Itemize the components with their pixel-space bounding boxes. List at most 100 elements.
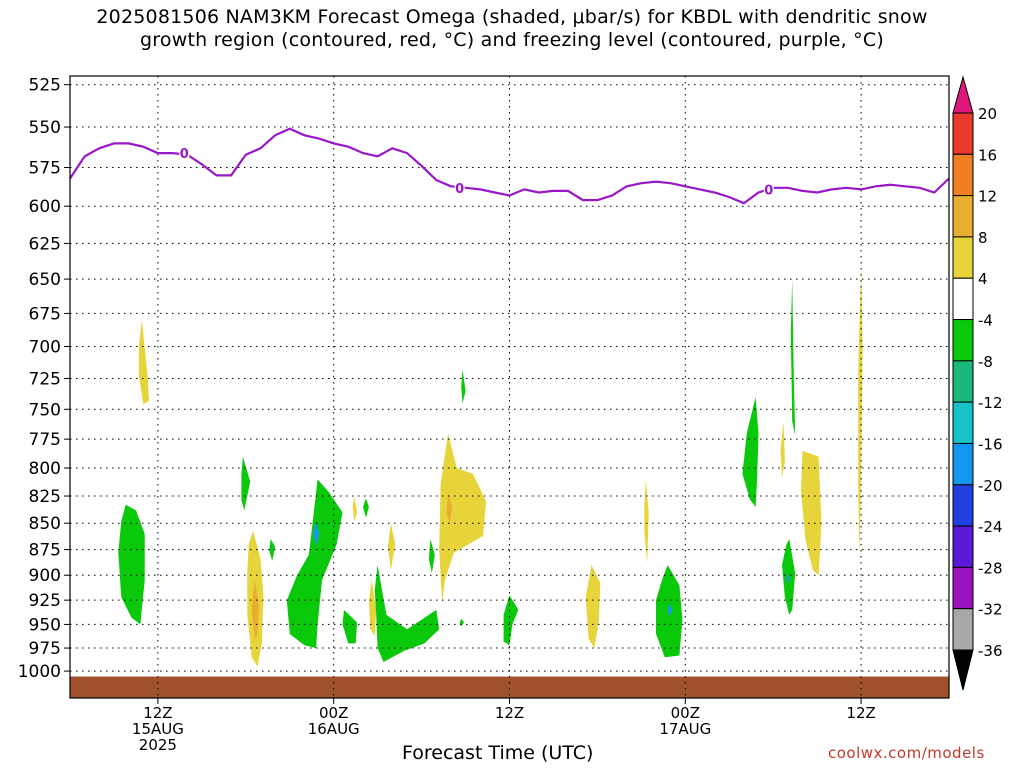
y-tick-label: 750 — [29, 400, 61, 420]
plot-area — [70, 76, 949, 698]
freezing-level-layer: 0 0 0 — [69, 127, 950, 205]
colorbar-label: -24 — [978, 518, 1003, 536]
colorbar-box — [952, 566, 974, 610]
omega-region — [138, 320, 150, 405]
colorbar-bottom-arrow — [952, 649, 974, 691]
freezing-label-bg — [179, 146, 190, 160]
y-tick-label: 675 — [29, 304, 61, 324]
freezing-level-label: 0 — [180, 147, 189, 162]
colorbar-label: -4 — [978, 312, 993, 330]
ground-band-layer — [70, 676, 949, 698]
y-tick-label: 850 — [29, 514, 61, 534]
freezing-label-bg — [454, 180, 465, 194]
omega-region — [374, 565, 440, 662]
omega-region — [858, 265, 863, 560]
colorbar-label: -8 — [978, 353, 993, 371]
x-tick-label: 16AUG — [308, 720, 360, 738]
omega-region — [786, 572, 790, 585]
y-tick-label: 525 — [29, 76, 61, 96]
colorbar-box — [952, 442, 974, 486]
chart-title-line-2: growth region (contoured, red, °C) and f… — [140, 29, 884, 51]
y-tick-label: 950 — [29, 615, 61, 635]
omega-region — [790, 279, 796, 436]
omega-region — [667, 603, 673, 617]
freezing-level-line — [69, 127, 950, 205]
colorbar-label: -20 — [978, 477, 1003, 495]
colorbar-box — [952, 153, 974, 197]
y-tick-label: 600 — [29, 197, 61, 217]
y-tick-label: 700 — [29, 338, 61, 358]
colorbar-box — [952, 525, 974, 568]
freezing-level-label: 0 — [764, 183, 773, 198]
omega-shading-layer — [118, 265, 863, 667]
omega-region — [742, 397, 759, 507]
omega-region — [446, 492, 453, 524]
colorbar-label: -36 — [978, 642, 1003, 660]
colorbar-label: 20 — [978, 105, 997, 123]
colorbar-box — [952, 608, 974, 651]
colorbar-label: 8 — [978, 229, 988, 247]
colorbar-box — [952, 484, 974, 527]
omega-region — [503, 595, 519, 646]
colorbar-label: -16 — [978, 435, 1003, 453]
omega-region — [118, 504, 145, 625]
chart-title-line-1: 2025081506 NAM3KM Forecast Omega (shaded… — [96, 6, 928, 28]
credit-link[interactable]: coolwx.com/models — [828, 744, 985, 762]
omega-region — [644, 479, 649, 563]
y-tick-label: 550 — [29, 118, 61, 138]
x-tick-label: 12Z — [846, 704, 875, 722]
omega-region — [363, 498, 369, 518]
omega-region — [801, 450, 822, 576]
x-axis-label: Forecast Time (UTC) — [402, 742, 594, 764]
colorbar: 20 16 12 8 4 -4 -8 -12 -16 -20 -24 -28 -32 -36 — [952, 75, 1003, 691]
y-tick-label: 1000 — [18, 662, 61, 682]
x-tick-label: 2025 — [139, 736, 177, 754]
omega-region — [342, 609, 358, 644]
y-tick-label: 875 — [29, 541, 61, 561]
colorbar-label: 12 — [978, 188, 997, 206]
colorbar-label: 16 — [978, 146, 997, 164]
omega-region — [368, 580, 377, 636]
omega-region — [461, 369, 466, 404]
omega-region — [241, 456, 251, 511]
x-tick-label: 12Z — [495, 704, 524, 722]
y-tick-label: 725 — [29, 369, 61, 389]
omega-region — [286, 479, 343, 649]
y-tick-label: 800 — [29, 459, 61, 479]
y-tick-label: 825 — [29, 487, 61, 507]
y-tick-label: 775 — [29, 430, 61, 450]
y-tick-label: 900 — [29, 566, 61, 586]
y-tick-label: 650 — [29, 270, 61, 290]
colorbar-label: 4 — [978, 270, 988, 288]
omega-region — [352, 496, 358, 522]
colorbar-box — [952, 277, 974, 321]
freezing-level-label: 0 — [455, 182, 464, 197]
x-tick-label: 12Z — [143, 704, 172, 722]
freezing-label-bg — [763, 182, 774, 196]
colorbar-box — [952, 319, 974, 362]
colorbar-box — [952, 236, 974, 279]
colorbar-label: -28 — [978, 559, 1003, 577]
y-tick-label: 925 — [29, 591, 61, 611]
x-tick-label: 00Z — [319, 704, 348, 722]
colorbar-box — [952, 401, 974, 444]
y-tick-label: 625 — [29, 234, 61, 254]
colorbar-top-arrow — [952, 75, 974, 114]
omega-region — [439, 433, 487, 604]
omega-region — [780, 421, 785, 478]
colorbar-label: -12 — [978, 394, 1003, 412]
y-tick-label: 575 — [29, 158, 61, 178]
gridlines-layer — [70, 76, 949, 698]
omega-region — [269, 539, 276, 561]
omega-region — [585, 565, 601, 649]
x-tick-label: 00Z — [671, 704, 700, 722]
omega-region — [313, 521, 319, 547]
x-tick-label: 17AUG — [659, 720, 711, 738]
omega-region — [428, 539, 435, 574]
colorbar-box — [952, 195, 974, 238]
omega-region — [387, 523, 396, 571]
y-axis-ticks: 525 550 575 600 625 650 675 700 725 750 775 800 825 8… — [18, 76, 70, 682]
colorbar-box — [952, 112, 974, 155]
